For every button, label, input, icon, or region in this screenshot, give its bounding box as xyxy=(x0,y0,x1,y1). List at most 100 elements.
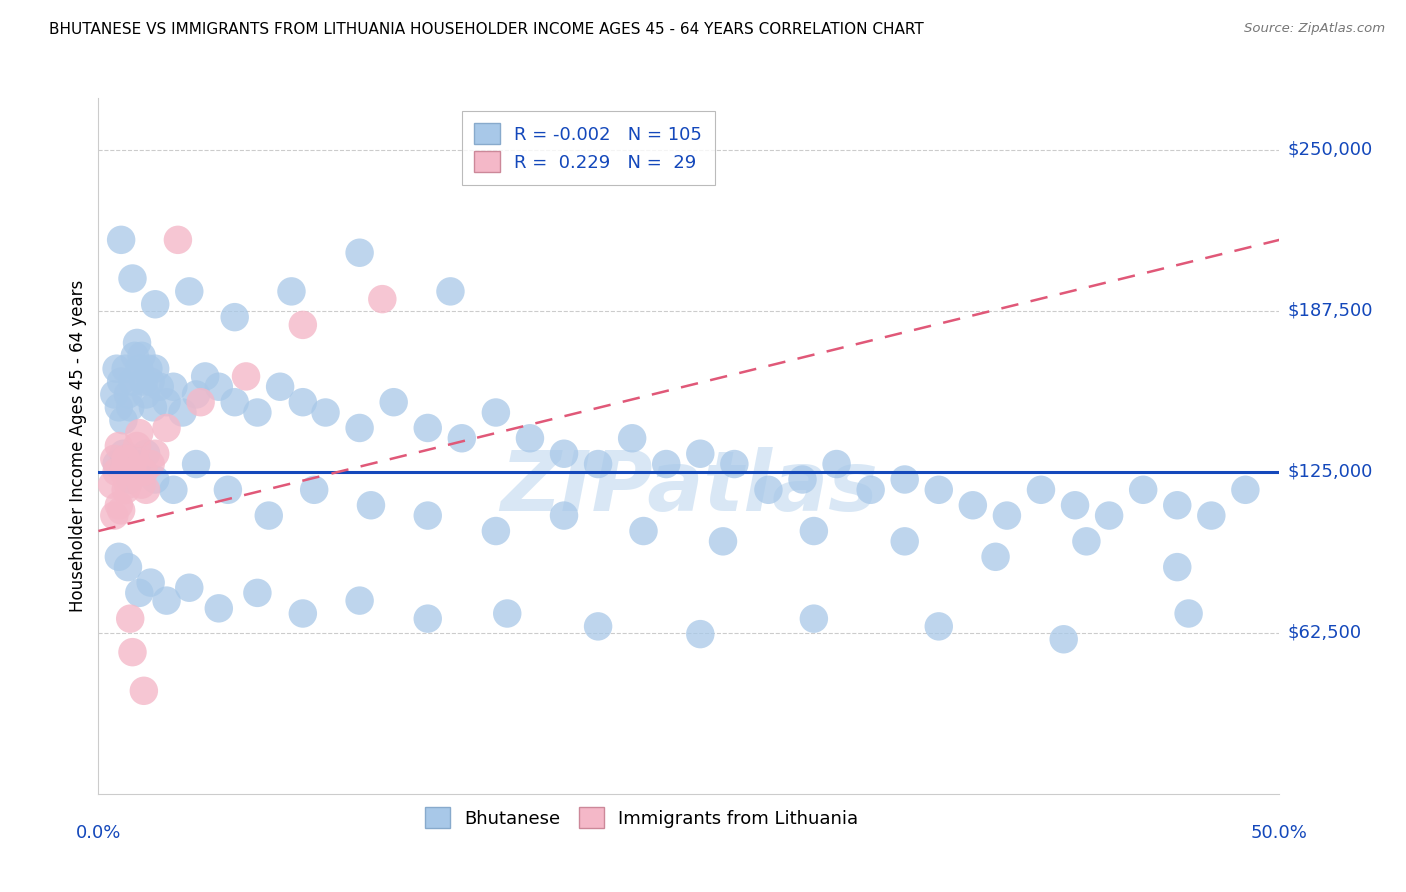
Point xyxy=(117,477,139,491)
Point xyxy=(586,619,609,633)
Point xyxy=(621,431,644,445)
Point xyxy=(1029,483,1052,497)
Point xyxy=(101,477,124,491)
Point xyxy=(995,508,1018,523)
Legend: Bhutanese, Immigrants from Lithuania: Bhutanese, Immigrants from Lithuania xyxy=(416,798,868,837)
Point xyxy=(633,524,655,538)
Point xyxy=(112,447,135,461)
Point xyxy=(103,451,125,466)
Text: $125,000: $125,000 xyxy=(1288,463,1374,481)
Point xyxy=(149,380,172,394)
Point xyxy=(235,369,257,384)
Point xyxy=(172,405,194,419)
Point xyxy=(291,395,314,409)
Point xyxy=(108,549,131,564)
Point xyxy=(984,549,1007,564)
Point xyxy=(1098,508,1121,523)
Point xyxy=(803,612,825,626)
Text: ZIPatlas: ZIPatlas xyxy=(501,447,877,528)
Point xyxy=(110,233,132,247)
Point xyxy=(124,451,146,466)
Point xyxy=(825,457,848,471)
Point xyxy=(586,457,609,471)
Point xyxy=(184,457,207,471)
Point xyxy=(553,447,575,461)
Point xyxy=(132,683,155,698)
Point xyxy=(485,405,508,419)
Point xyxy=(1076,534,1098,549)
Text: 0.0%: 0.0% xyxy=(76,824,121,842)
Point xyxy=(128,361,150,376)
Point xyxy=(162,380,184,394)
Point xyxy=(450,431,472,445)
Point xyxy=(139,457,162,471)
Point xyxy=(135,483,157,497)
Point xyxy=(114,451,136,466)
Point xyxy=(349,421,371,435)
Point xyxy=(655,457,678,471)
Point xyxy=(360,498,382,512)
Point xyxy=(167,233,190,247)
Point xyxy=(315,405,337,419)
Point xyxy=(179,285,201,299)
Point xyxy=(689,447,711,461)
Point xyxy=(120,612,142,626)
Point xyxy=(269,380,291,394)
Point xyxy=(138,361,160,376)
Point xyxy=(1166,498,1188,512)
Text: $250,000: $250,000 xyxy=(1288,141,1374,159)
Point xyxy=(1064,498,1087,512)
Point xyxy=(120,401,142,415)
Point xyxy=(105,465,128,479)
Point xyxy=(112,413,135,427)
Point xyxy=(1053,632,1076,647)
Point xyxy=(208,601,231,615)
Point xyxy=(110,375,132,389)
Point xyxy=(120,473,142,487)
Point xyxy=(496,607,519,621)
Point xyxy=(194,369,217,384)
Point xyxy=(105,361,128,376)
Point xyxy=(125,457,148,471)
Point xyxy=(893,473,915,487)
Point xyxy=(1201,508,1223,523)
Point xyxy=(132,375,155,389)
Point xyxy=(190,395,212,409)
Point xyxy=(519,431,541,445)
Point xyxy=(121,645,143,659)
Point xyxy=(217,483,239,497)
Point xyxy=(121,375,143,389)
Point xyxy=(291,318,314,332)
Point xyxy=(1132,483,1154,497)
Point xyxy=(143,447,166,461)
Y-axis label: Householder Income Ages 45 - 64 years: Householder Income Ages 45 - 64 years xyxy=(69,280,87,612)
Point xyxy=(349,245,371,260)
Point xyxy=(893,534,915,549)
Point xyxy=(689,627,711,641)
Text: $62,500: $62,500 xyxy=(1288,624,1362,642)
Point xyxy=(723,457,745,471)
Point xyxy=(143,361,166,376)
Text: 50.0%: 50.0% xyxy=(1251,824,1308,842)
Point xyxy=(962,498,984,512)
Point xyxy=(108,401,131,415)
Point xyxy=(382,395,405,409)
Point xyxy=(132,465,155,479)
Point xyxy=(135,447,157,461)
Point xyxy=(162,483,184,497)
Point xyxy=(246,405,269,419)
Point xyxy=(139,375,162,389)
Point xyxy=(803,524,825,538)
Point xyxy=(485,524,508,538)
Point xyxy=(125,439,148,453)
Point xyxy=(128,426,150,441)
Point xyxy=(928,483,950,497)
Point xyxy=(184,387,207,401)
Point xyxy=(1234,483,1257,497)
Point xyxy=(143,297,166,311)
Point xyxy=(758,483,780,497)
Point xyxy=(125,335,148,350)
Point xyxy=(103,508,125,523)
Point xyxy=(416,508,439,523)
Point xyxy=(108,498,131,512)
